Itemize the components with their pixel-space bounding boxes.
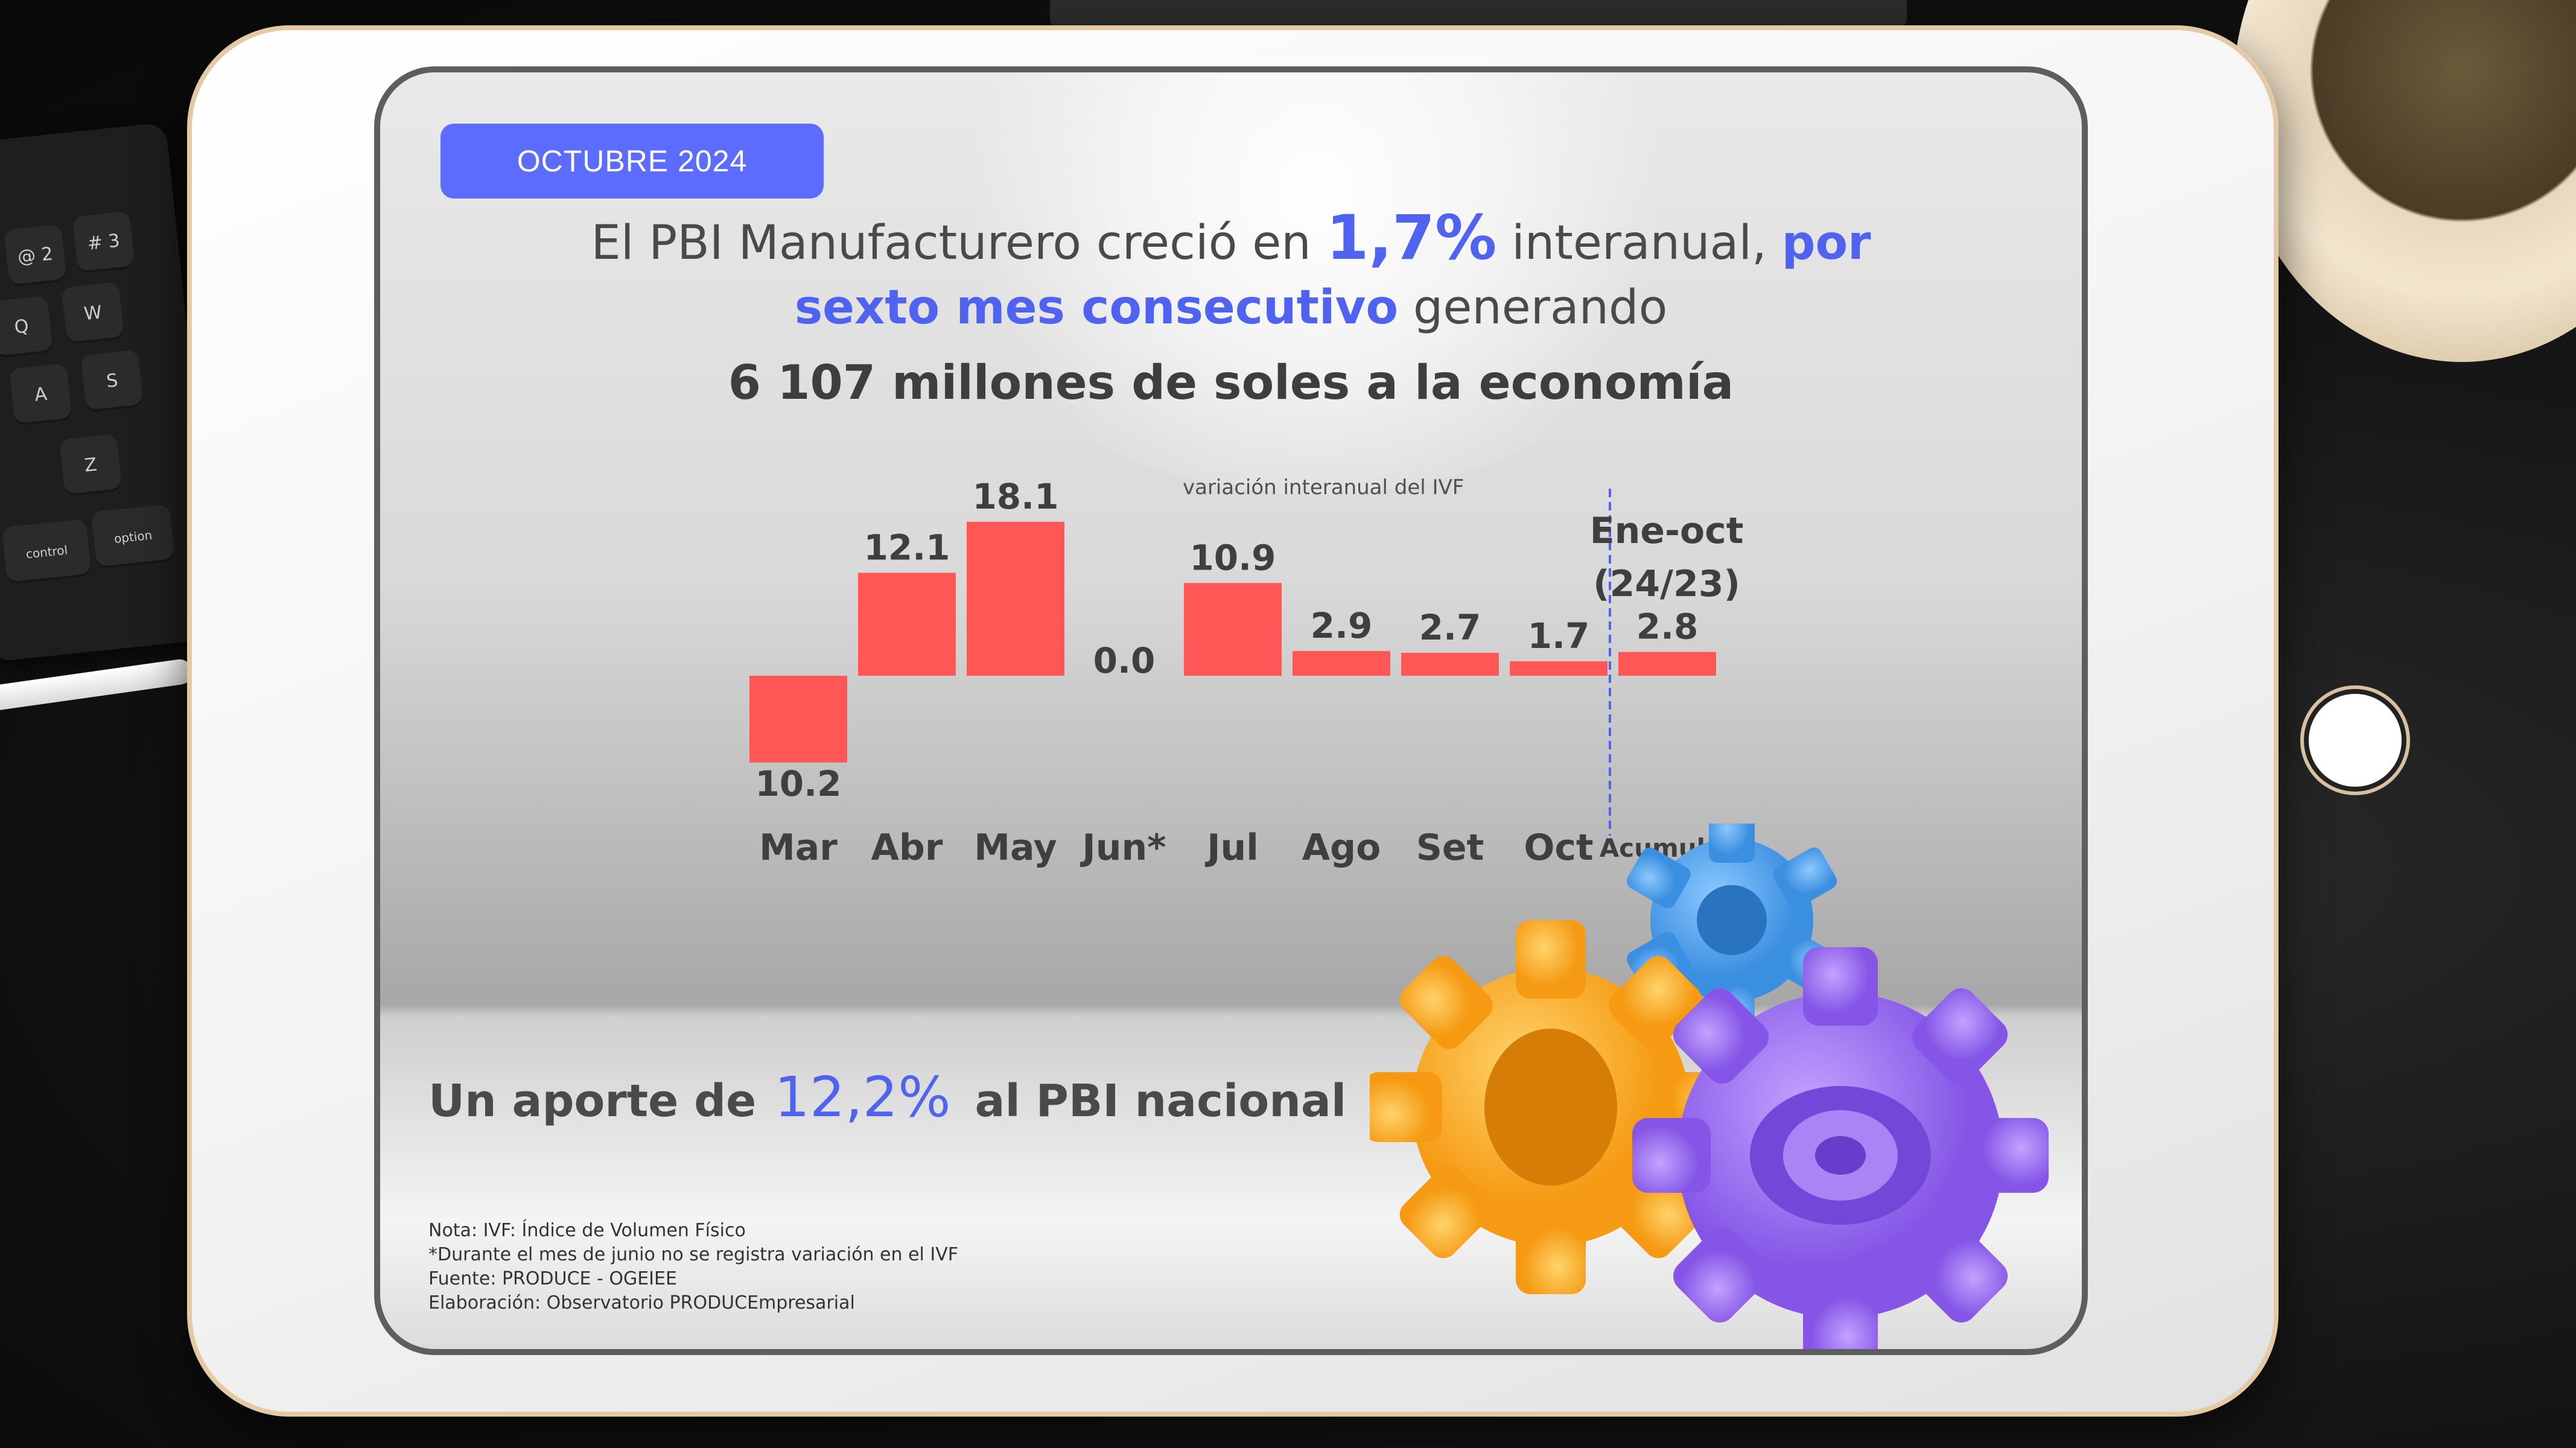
- category-label: Mar: [759, 827, 838, 869]
- chart-note: variación interanual del IVF: [1183, 475, 1465, 500]
- footnote: Fuente: PRODUCE - OGEIEE: [428, 1268, 677, 1289]
- data-label: 0.0: [1093, 640, 1156, 681]
- key-control: control: [1, 518, 92, 585]
- footnotes: Nota: IVF: Índice de Volumen Físico *Dur…: [428, 1219, 958, 1315]
- orange-gear-icon: [1370, 920, 1738, 1294]
- headline-text: generando: [1413, 281, 1668, 335]
- bar-may: [967, 521, 1064, 676]
- footnote: *Durante el mes de junio no se registra …: [428, 1244, 958, 1265]
- category-label: Ago: [1302, 827, 1381, 869]
- date-badge: OCTUBRE 2024: [440, 124, 824, 198]
- headline-line-1: El PBI Manufacturero creció en 1,7% inte…: [380, 202, 2082, 274]
- data-label: 10.9: [1189, 537, 1276, 578]
- key-z: Z: [59, 433, 122, 497]
- key-3: # 3: [72, 211, 135, 274]
- bar-abr: [858, 573, 956, 676]
- headline-highlight: por: [1781, 216, 1871, 270]
- bar-oct: [1510, 661, 1608, 676]
- category-label: Jul: [1204, 827, 1259, 869]
- data-label: 2.8: [1636, 606, 1699, 647]
- data-label: 2.9: [1311, 605, 1373, 646]
- key-w: W: [61, 282, 125, 345]
- bar-chart: 10.2 Mar 12.1 Abr 18.1 May 0.0 Jun* 10.9 Jul 2.9 Ag…: [749, 476, 1758, 869]
- category-label: Abr: [871, 827, 943, 869]
- gears-illustration: [1370, 824, 2049, 1349]
- category-label: Oct: [1524, 827, 1593, 869]
- cumulative-label: Ene-oct: [1590, 510, 1744, 552]
- footnote: Elaboración: Observatorio PRODUCEmpresar…: [428, 1292, 855, 1313]
- contribution-text: al PBI nacional: [975, 1075, 1347, 1127]
- key-2: @ 2: [4, 224, 67, 287]
- bar-mar: [749, 676, 847, 763]
- data-label: 12.1: [863, 527, 950, 568]
- bar-jul: [1184, 583, 1282, 676]
- data-label: 1.7: [1528, 615, 1590, 656]
- headline-line-3: 6 107 millones de soles a la economía: [728, 356, 1734, 410]
- data-label: 10.2: [755, 763, 841, 804]
- category-label: May: [974, 827, 1057, 869]
- headline-text: El PBI Manufacturero creció en: [591, 216, 1311, 270]
- bar-set: [1401, 652, 1499, 676]
- key-q: Q: [0, 295, 53, 358]
- footnote: Nota: IVF: Índice de Volumen Físico: [428, 1220, 746, 1241]
- purple-gear-icon: [1632, 947, 2049, 1349]
- key-option: option: [91, 504, 176, 570]
- bar-cumulative: [1618, 652, 1716, 676]
- headline-text: interanual,: [1512, 216, 1767, 270]
- category-label: Jun*: [1080, 827, 1166, 869]
- headline-highlight: sexto mes consecutivo: [794, 281, 1399, 335]
- key-s: S: [80, 349, 144, 413]
- category-label: Set: [1416, 827, 1484, 869]
- headline-growth-percent: 1,7%: [1326, 202, 1497, 274]
- data-label: 18.1: [972, 476, 1058, 517]
- headline-line-2: sexto mes consecutivo generando: [380, 281, 2082, 335]
- notebook: [1050, 0, 1907, 30]
- contribution-text: Un aporte de: [428, 1075, 757, 1127]
- tablet-screen: OCTUBRE 2024 El PBI Manufacturero creció…: [374, 66, 2088, 1355]
- key-a: A: [9, 363, 72, 427]
- home-button[interactable]: [2304, 689, 2406, 792]
- contribution-percent: 12,2%: [774, 1065, 951, 1129]
- contribution-line: Un aporte de 12,2% al PBI nacional: [428, 1065, 1346, 1129]
- cumulative-sublabel: (24/23): [1593, 563, 1740, 605]
- bar-ago: [1293, 651, 1390, 676]
- data-label: 2.7: [1419, 607, 1481, 648]
